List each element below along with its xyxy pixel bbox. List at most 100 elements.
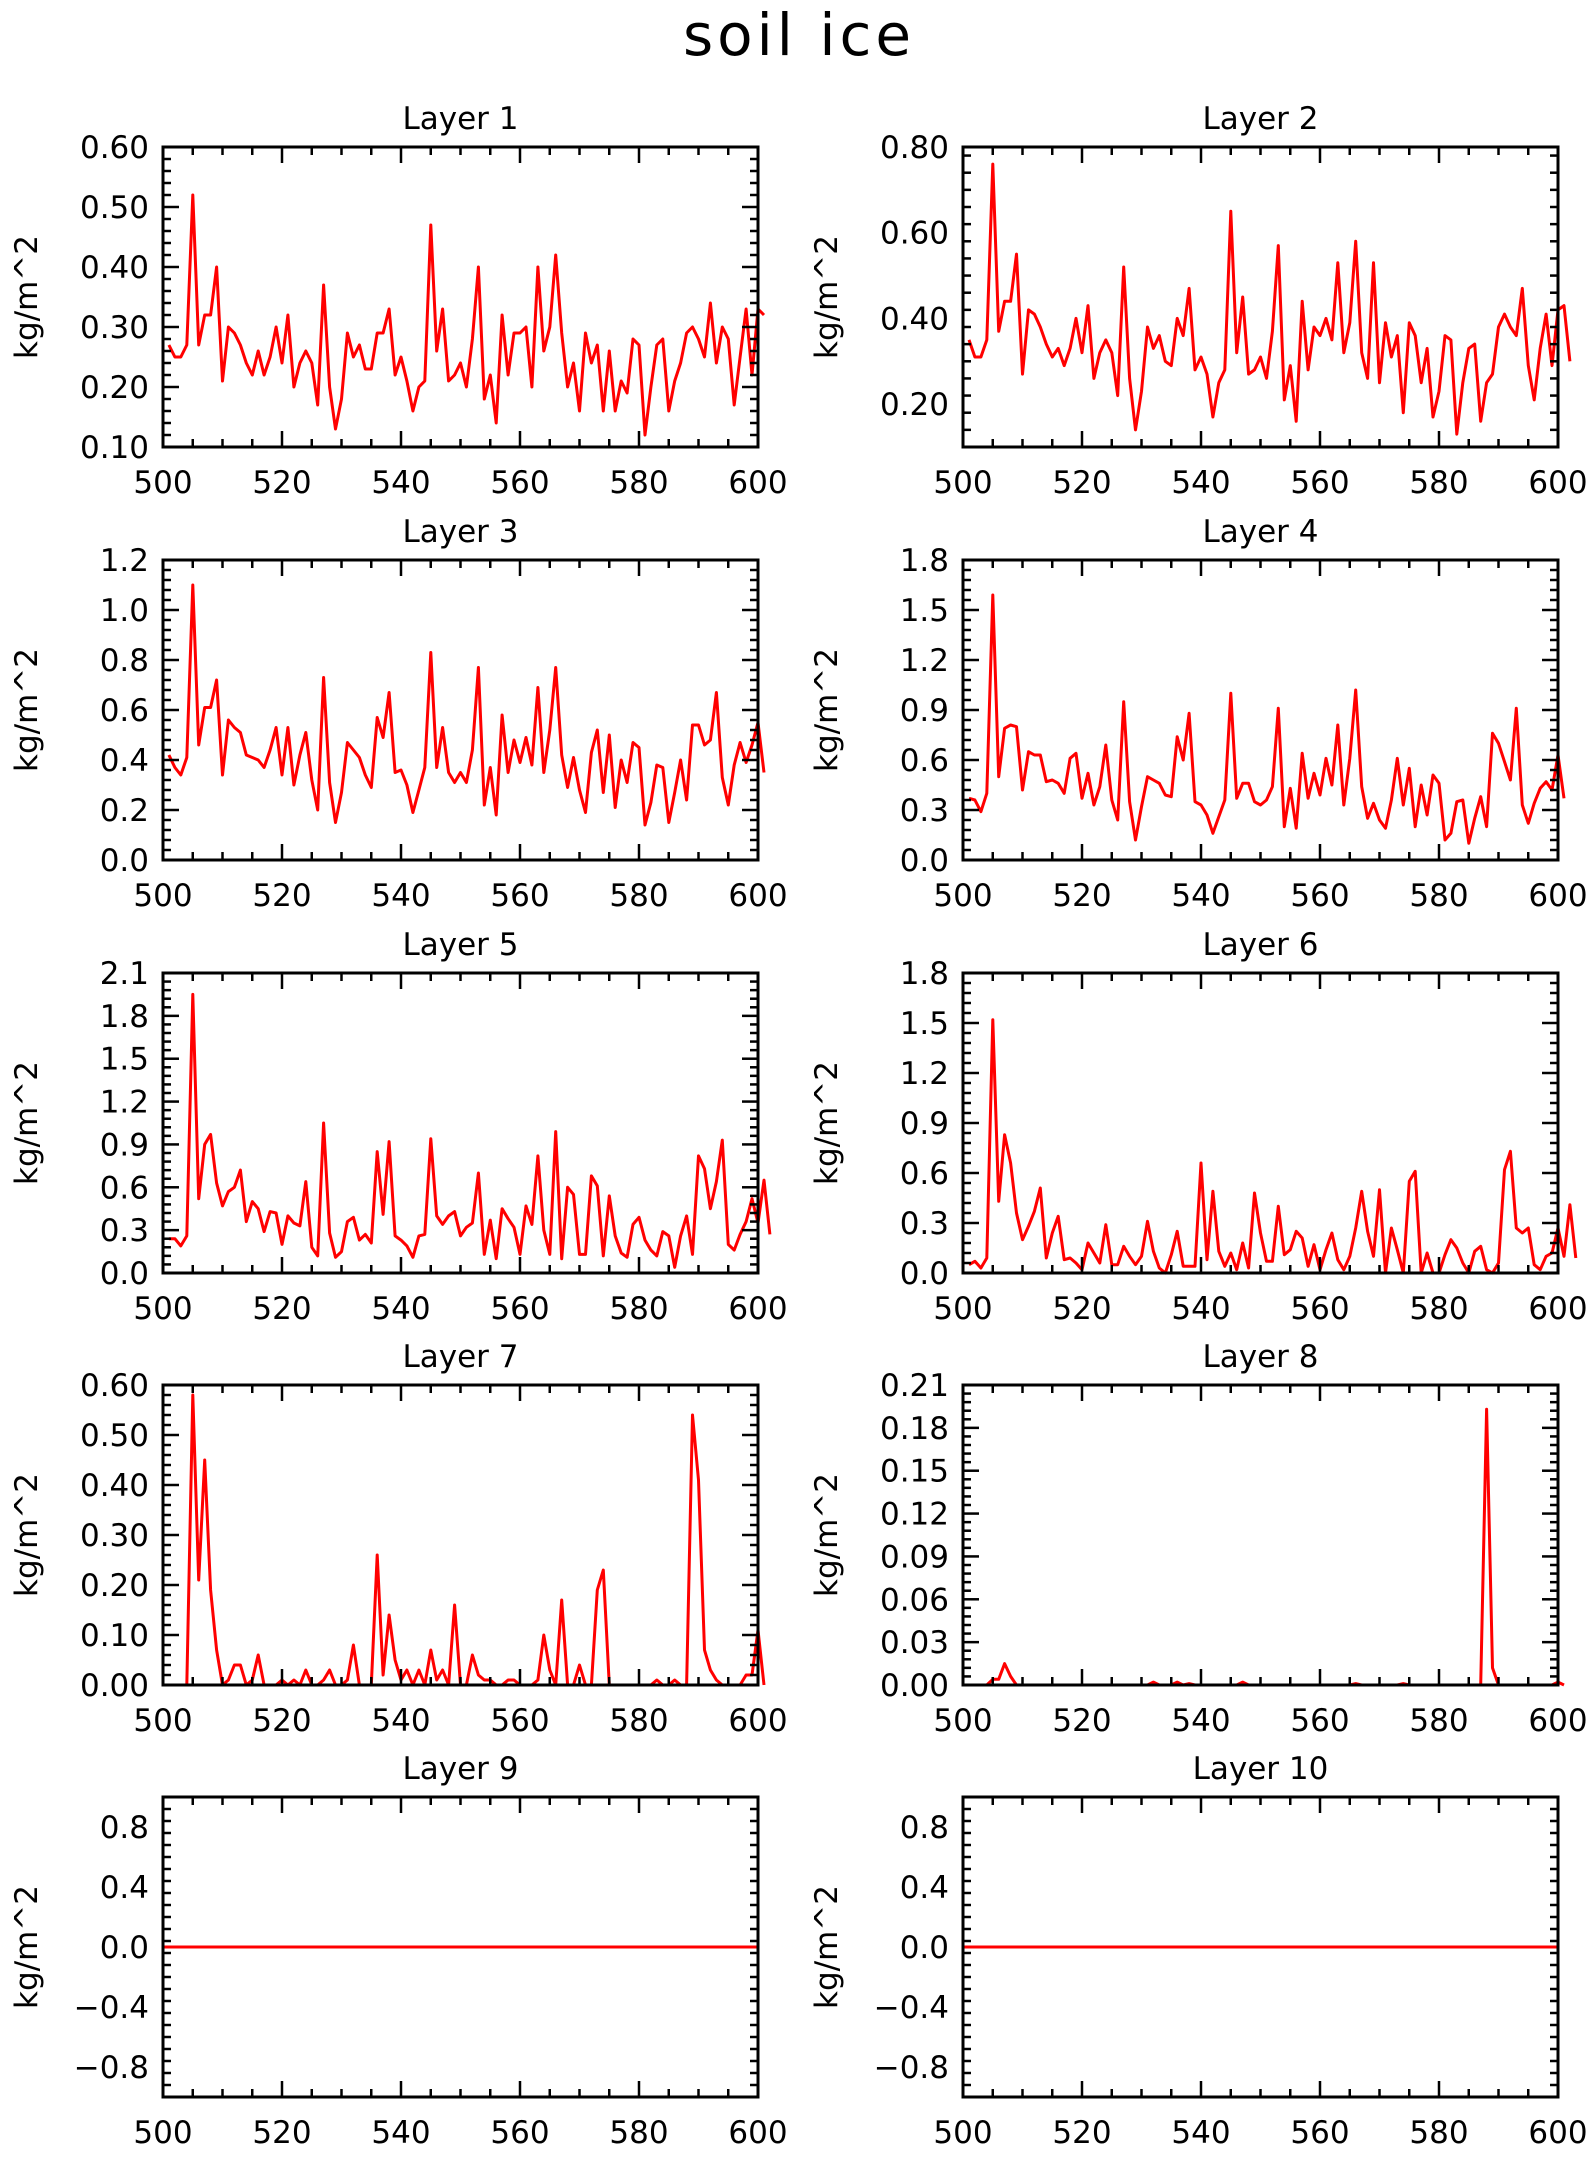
x-tick-label: 560 <box>490 878 549 914</box>
x-tick-label: 600 <box>1528 2115 1587 2151</box>
y-tick-label: 0.2 <box>100 793 149 829</box>
y-tick-label: 0.00 <box>880 1668 949 1704</box>
y-tick-label: 0.50 <box>80 190 149 226</box>
x-tick-label: 580 <box>609 1291 668 1327</box>
y-tick-label: 0.4 <box>100 743 149 779</box>
y-tick-label: 0.10 <box>80 430 149 466</box>
y-tick-label: 0.40 <box>80 1468 149 1504</box>
x-tick-label: 520 <box>252 2115 311 2151</box>
y-tick-label: 0.8 <box>100 1810 149 1846</box>
y-tick-label: 0.0 <box>900 843 949 879</box>
x-tick-label: 520 <box>1052 2115 1111 2151</box>
panel-layer-3: Layer 3 kg/m^2 500 520 540 560 580 600 0.0 0.2 0.4… <box>9 514 788 914</box>
x-tick-label: 580 <box>1409 465 1468 501</box>
panel-title: Layer 7 <box>402 1339 518 1375</box>
panel-title: Layer 3 <box>402 514 518 550</box>
data-line-layer-5 <box>168 992 772 1269</box>
x-tick-label: 520 <box>1052 1703 1111 1739</box>
x-tick-label: 600 <box>728 1291 787 1327</box>
y-axis-label: kg/m^2 <box>9 1473 45 1597</box>
x-tick-label: 540 <box>1171 1703 1230 1739</box>
y-tick-label: 0.03 <box>880 1625 949 1661</box>
y-axis-label: kg/m^2 <box>809 1885 845 2009</box>
y-tick-label: 0.20 <box>80 1568 149 1604</box>
data-line-layer-4 <box>968 593 1566 845</box>
y-tick-label: 0.3 <box>900 793 949 829</box>
x-tick-label: 580 <box>1409 1703 1468 1739</box>
y-tick-label: 0.06 <box>880 1582 949 1618</box>
y-tick-label: 1.5 <box>900 1006 949 1042</box>
y-tick-label: 0.18 <box>880 1411 949 1447</box>
x-tick-label: 600 <box>1528 1291 1587 1327</box>
x-tick-label: 520 <box>252 1291 311 1327</box>
y-tick-label: 1.5 <box>900 593 949 629</box>
y-tick-label: 0.0 <box>100 843 149 879</box>
y-tick-label: 0.8 <box>900 1810 949 1846</box>
panel-layer-10: Layer 10 kg/m^2 500 520 540 560 580 600 −0.8 −0.4… <box>809 1751 1588 2151</box>
x-tick-label: 540 <box>1171 1291 1230 1327</box>
x-tick-label: 560 <box>490 1291 549 1327</box>
x-tick-label: 560 <box>490 1703 549 1739</box>
y-tick-label: 1.5 <box>100 1042 149 1078</box>
x-tick-label: 520 <box>252 878 311 914</box>
x-tick-label: 600 <box>728 465 787 501</box>
x-tick-label: 500 <box>933 878 992 914</box>
y-tick-label: 0.20 <box>880 387 949 423</box>
y-tick-label: 1.8 <box>900 543 949 579</box>
y-tick-label: 0.40 <box>80 250 149 286</box>
x-tick-label: 500 <box>133 1291 192 1327</box>
x-tick-label: 500 <box>933 465 992 501</box>
y-tick-label: 1.2 <box>900 1056 949 1092</box>
y-tick-label: 0.0 <box>900 1256 949 1292</box>
y-tick-label: 1.2 <box>900 643 949 679</box>
panel-layer-5: Layer 5 kg/m^2 500 520 540 560 580 600 0.0 0.3 0.6… <box>9 927 788 1327</box>
x-tick-label: 600 <box>728 1703 787 1739</box>
y-tick-label: 0.6 <box>100 1170 149 1206</box>
x-tick-label: 560 <box>1290 1291 1349 1327</box>
x-tick-label: 580 <box>1409 878 1468 914</box>
x-tick-label: 520 <box>1052 878 1111 914</box>
y-tick-label: 0.12 <box>880 1497 949 1533</box>
y-tick-label: −0.4 <box>74 1990 149 2026</box>
x-tick-label: 500 <box>933 2115 992 2151</box>
x-tick-label: 560 <box>1290 1703 1349 1739</box>
x-tick-label: 580 <box>609 1703 668 1739</box>
y-tick-label: 0.40 <box>880 301 949 337</box>
y-tick-label: 0.0 <box>900 1930 949 1966</box>
y-tick-label: 0.60 <box>80 130 149 166</box>
panel-title: Layer 8 <box>1202 1339 1318 1375</box>
x-tick-label: 560 <box>490 2115 549 2151</box>
x-tick-label: 540 <box>371 878 430 914</box>
y-tick-label: 0.3 <box>900 1206 949 1242</box>
x-tick-label: 520 <box>1052 1291 1111 1327</box>
x-tick-label: 580 <box>609 878 668 914</box>
y-tick-label: 0.3 <box>100 1213 149 1249</box>
x-tick-label: 540 <box>1171 465 1230 501</box>
y-tick-label: 0.8 <box>100 643 149 679</box>
panel-layer-7: Layer 7 kg/m^2 500 520 540 560 580 600 0.00 0.10 0… <box>9 1339 788 1739</box>
x-tick-label: 560 <box>1290 878 1349 914</box>
x-tick-label: 600 <box>1528 465 1587 501</box>
y-tick-label: 0.60 <box>80 1368 149 1404</box>
y-tick-label: 0.9 <box>100 1127 149 1163</box>
x-tick-label: 600 <box>1528 1703 1587 1739</box>
y-tick-label: −0.4 <box>874 1990 949 2026</box>
y-tick-label: 0.15 <box>880 1454 949 1490</box>
panel-title: Layer 4 <box>1202 514 1318 550</box>
panel-title: Layer 2 <box>1202 101 1318 137</box>
x-tick-label: 500 <box>933 1703 992 1739</box>
x-tick-label: 500 <box>933 1291 992 1327</box>
y-tick-label: 0.4 <box>900 1870 949 1906</box>
y-tick-label: 0.9 <box>900 693 949 729</box>
y-axis-label: kg/m^2 <box>9 648 45 772</box>
x-tick-label: 540 <box>1171 878 1230 914</box>
y-tick-label: 2.1 <box>100 956 149 992</box>
x-tick-label: 520 <box>1052 465 1111 501</box>
y-tick-label: −0.8 <box>874 2050 949 2086</box>
y-tick-label: 0.4 <box>100 1870 149 1906</box>
x-tick-label: 500 <box>133 878 192 914</box>
y-tick-label: 1.8 <box>100 999 149 1035</box>
x-tick-label: 540 <box>371 2115 430 2151</box>
